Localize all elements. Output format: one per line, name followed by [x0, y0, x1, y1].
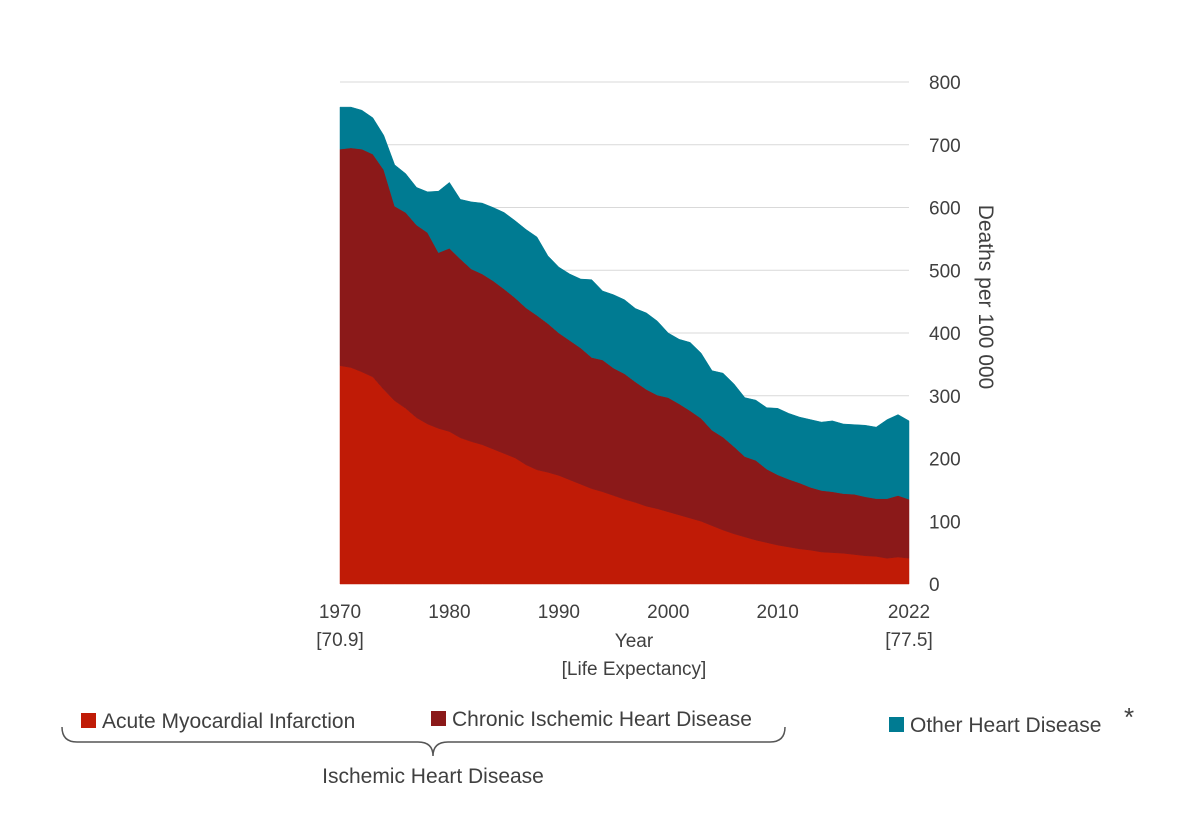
legend-item-acute-mi: Acute Myocardial Infarction: [81, 710, 355, 733]
y-tick-label-200: 200: [929, 450, 961, 471]
x-axis-title: Year: [615, 631, 654, 652]
legend-swatch-chronic-ihd: [431, 711, 446, 726]
x-axis-ticks: 1970 [70.9] 1980 1990 2000 2010 2022 [77.5]: [316, 602, 933, 651]
x-tick-label-2022: 2022: [888, 602, 930, 623]
y-tick-label-100: 100: [929, 512, 961, 533]
legend-label-other-heart-disease: Other Heart Disease: [910, 714, 1101, 737]
legend-group-label: Ischemic Heart Disease: [322, 765, 544, 788]
legend-item-other-heart-disease: Other Heart Disease *: [889, 702, 1134, 737]
legend-swatch-other-heart-disease: [889, 717, 904, 732]
area-layers: [339, 106, 910, 585]
legend-item-chronic-ihd: Chronic Ischemic Heart Disease: [431, 708, 752, 731]
legend-group-brace: [61, 726, 786, 757]
x-tick-label-1980: 1980: [428, 602, 470, 623]
y-tick-label-300: 300: [929, 387, 961, 408]
y-tick-label-700: 700: [929, 136, 961, 157]
y-tick-label-600: 600: [929, 199, 961, 220]
legend-label-chronic-ihd: Chronic Ischemic Heart Disease: [452, 708, 752, 731]
y-tick-label-0: 0: [929, 575, 940, 596]
x-tick-label-1990: 1990: [538, 602, 580, 623]
y-tick-label-800: 800: [929, 73, 961, 94]
legend-swatch-acute-mi: [81, 713, 96, 728]
x-tick-sublabel-2022: [77.5]: [885, 630, 933, 651]
y-tick-label-500: 500: [929, 261, 961, 282]
legend: Acute Myocardial Infarction Chronic Isch…: [61, 702, 1134, 788]
legend-note-asterisk: *: [1124, 702, 1134, 732]
y-axis-ticks: 0 100 200 300 400 500 600 700 800: [929, 73, 961, 596]
x-axis-subtitle: [Life Expectancy]: [562, 659, 707, 680]
y-axis-title: Deaths per 100 000: [974, 205, 997, 389]
x-tick-label-1970: 1970: [319, 602, 361, 623]
x-tick-sublabel-1970: [70.9]: [316, 630, 364, 651]
x-tick-label-2000: 2000: [647, 602, 689, 623]
legend-label-acute-mi: Acute Myocardial Infarction: [102, 710, 355, 733]
y-tick-label-400: 400: [929, 324, 961, 345]
area-series-other-heart-disease: [339, 106, 910, 500]
x-tick-label-2010: 2010: [757, 602, 799, 623]
